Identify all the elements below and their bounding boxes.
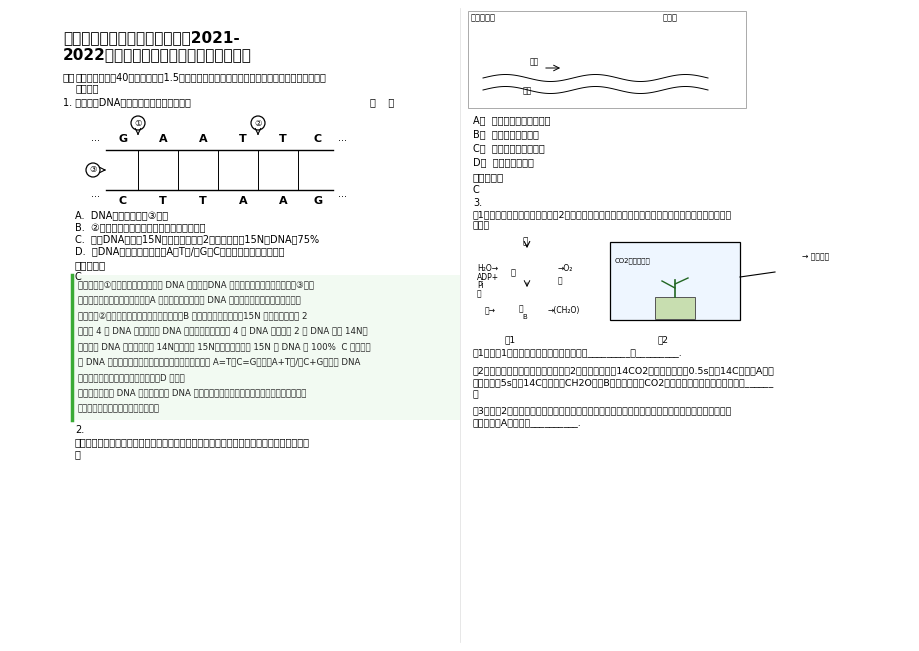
Text: G: G	[119, 134, 128, 144]
Text: 求的。）: 求的。）	[76, 83, 99, 93]
Text: Pi: Pi	[476, 281, 483, 290]
Text: 1. 关于如图DNA分子片段的说法不正确的是: 1. 关于如图DNA分子片段的说法不正确的是	[62, 97, 190, 107]
Text: 另外两个 DNA 分子，一半含 14N，一半含 15N。所以子代中含 15N 的 DNA 为 100%  C 错误。双: 另外两个 DNA 分子，一半含 14N，一半含 15N。所以子代中含 15N 的…	[78, 342, 370, 351]
Text: 能: 能	[75, 449, 81, 459]
Text: ···: ···	[337, 136, 346, 146]
Text: A: A	[278, 196, 287, 206]
Text: 一、: 一、	[62, 72, 75, 82]
Text: C: C	[472, 185, 479, 195]
Text: →(CH₂O): →(CH₂O)	[548, 306, 580, 315]
Text: T: T	[278, 134, 287, 144]
Text: 图1: 图1	[505, 335, 516, 344]
Bar	[609, 242, 739, 320]
Text: C: C	[75, 272, 82, 282]
Text: T: T	[239, 134, 246, 144]
Text: 乙: 乙	[558, 276, 562, 285]
Text: B: B	[521, 314, 527, 320]
Text: 湖南省益阳市教育学院附属中学2021-: 湖南省益阳市教育学院附属中学2021-	[62, 30, 240, 45]
Text: 换，所以②处碱基对的缺失将导致基因突变；B 正确。将此基因放在含15N 的培养液中复制 2: 换，所以②处碱基对的缺失将导致基因突变；B 正确。将此基因放在含15N 的培养液…	[78, 311, 307, 320]
Text: 试题分析：①部位是磷酸二酯键，是 DNA 聚合酶、DNA 连接酶和限制酶的作用位点。③部位: 试题分析：①部位是磷酸二酯键，是 DNA 聚合酶、DNA 连接酶和限制酶的作用位…	[78, 280, 313, 289]
Text: 参考答案：: 参考答案：	[75, 260, 106, 270]
Text: 链 DNA 分子中的碱基配对遵循碱基互补配对原则，即 A=T、C=G，则（A+T）/（C+G）不同 DNA: 链 DNA 分子中的碱基配对遵循碱基互补配对原则，即 A=T、C=G，则（A+T…	[78, 357, 360, 367]
Circle shape	[663, 55, 671, 64]
Text: C: C	[313, 134, 322, 144]
Text: D．  促进物质的运输: D． 促进物质的运输	[472, 157, 533, 167]
Circle shape	[503, 45, 522, 65]
Text: 作为系统的边界，细胞膜在细胞的生命活动中有多种功能。下图主要表示了细胞膜的何种功: 作为系统的边界，细胞膜在细胞的生命活动中有多种功能。下图主要表示了细胞膜的何种功	[75, 437, 310, 447]
Text: （1）由图1可知，甲、乙分别代表的物质是_________，_________.: （1）由图1可知，甲、乙分别代表的物质是_________，_________.	[472, 348, 682, 357]
Text: 3.: 3.	[472, 198, 482, 208]
Text: A.  DNA解旋酶作用于③部位: A. DNA解旋酶作用于③部位	[75, 210, 168, 220]
Text: 酶: 酶	[518, 304, 523, 313]
Text: （3）将图2所示的装置放在适宜温度和黑暗条件下一段时间后，再移至适宜温度和适宜光照条件下，: （3）将图2所示的装置放在适宜温度和黑暗条件下一段时间后，再移至适宜温度和适宜光…	[472, 406, 732, 415]
Text: 甲: 甲	[476, 289, 482, 298]
Text: ②: ②	[254, 118, 262, 128]
Text: CO2浓度变化仪: CO2浓度变化仪	[614, 257, 650, 264]
Text: 2022学年高三生物下学期期末试卷含解析: 2022学年高三生物下学期期末试卷含解析	[62, 47, 252, 62]
Bar	[654, 297, 694, 319]
Text: C: C	[119, 196, 127, 206]
Ellipse shape	[482, 29, 542, 81]
Text: 内分泌细胞: 内分泌细胞	[471, 13, 495, 22]
Text: ···: ···	[91, 136, 100, 146]
Text: 代得到 4 个 DNA 分子，根据 DNA 半保留复制特点，这 4 个 DNA 分子中有 2 个 DNA 只含 14N，: 代得到 4 个 DNA 分子，根据 DNA 半保留复制特点，这 4 个 DNA …	[78, 327, 368, 335]
Text: ···: ···	[91, 192, 100, 202]
Text: D.  该DNA的特异性表现在（A＋T）/（G＋C）的比例及其排列顺序上: D. 该DNA的特异性表现在（A＋T）/（G＋C）的比例及其排列顺序上	[75, 246, 284, 256]
Text: ADP+: ADP+	[476, 273, 499, 282]
Text: →O₂: →O₂	[558, 264, 573, 273]
Text: A: A	[238, 196, 247, 206]
Text: 。: 。	[472, 390, 478, 399]
Bar	[468, 11, 745, 108]
Text: 甲→: 甲→	[484, 306, 495, 315]
Ellipse shape	[491, 256, 562, 292]
Text: 激素: 激素	[529, 57, 539, 66]
Text: 分子比值不同，体现基因的特异性；D 正确。: 分子比值不同，体现基因的特异性；D 正确。	[78, 373, 185, 382]
Text: 图1是番茄光合作用过程图解，图2是在密闭、透明的玻璃小室中培养番茄幼苗的实验装置。回答下列: 图1是番茄光合作用过程图解，图2是在密闭、透明的玻璃小室中培养番茄幼苗的实验装置…	[472, 210, 732, 219]
Text: T: T	[199, 196, 207, 206]
Text: 是氢键，是解旋酶的作用位点；A 正确。基因突变是指 DNA 分子中碱基对的缺少、增添或替: 是氢键，是解旋酶的作用位点；A 正确。基因突变是指 DNA 分子中碱基对的缺少、…	[78, 296, 301, 305]
Text: 光: 光	[522, 237, 528, 246]
Text: ···: ···	[337, 192, 346, 202]
Text: T: T	[159, 196, 166, 206]
Circle shape	[506, 290, 547, 330]
Text: G: G	[313, 196, 323, 206]
Text: （    ）: （ ）	[369, 97, 394, 107]
Text: B.  ②处的碱基缺失不会导致染色体结构的变异: B. ②处的碱基缺失不会导致染色体结构的变异	[75, 222, 205, 232]
Text: C．  进行细胞间信息交流: C． 进行细胞间信息交流	[472, 143, 544, 153]
Text: 2.: 2.	[75, 425, 85, 435]
Text: 膜: 膜	[510, 268, 516, 277]
Text: A: A	[158, 134, 167, 144]
Text: 靶细胞: 靶细胞	[663, 13, 677, 22]
Text: 考点：本题结合 DNA 结构图，考查 DNA 的相关知识，意在考查考生的识图能力、识记能力: 考点：本题结合 DNA 结构图，考查 DNA 的相关知识，意在考查考生的识图能力…	[78, 389, 306, 398]
Text: C.  把此DNA放在含15N的培养液中复制2代，子代中含15N的DNA占75%: C. 把此DNA放在含15N的培养液中复制2代，子代中含15N的DNA占75%	[75, 234, 319, 244]
Text: ①: ①	[134, 118, 142, 128]
Text: 选择题（本题共40小题，每小题1.5分。在每小题给出的四个选项中，只有一项是符合题目要: 选择题（本题共40小题，每小题1.5分。在每小题给出的四个选项中，只有一项是符合…	[76, 72, 326, 82]
Text: ③: ③	[89, 165, 96, 174]
Text: 血管: 血管	[522, 86, 532, 95]
Text: 图2: 图2	[657, 335, 668, 344]
Text: A．  将细胞与外界环境分开: A． 将细胞与外界环境分开	[472, 115, 550, 125]
Ellipse shape	[666, 29, 724, 81]
Text: 参考答案：: 参考答案：	[472, 172, 504, 182]
Text: 问题。: 问题。	[472, 221, 490, 230]
Text: 和理解应用能力。属于中等难度题。: 和理解应用能力。属于中等难度题。	[78, 404, 160, 413]
Text: → 有色液滴: → 有色液滴	[801, 252, 828, 261]
Circle shape	[770, 251, 798, 279]
Text: 则叶绿体内A的含量将__________.: 则叶绿体内A的含量将__________.	[472, 418, 581, 427]
Text: H₂O→: H₂O→	[476, 264, 497, 273]
Text: 反应进行到5s时，14C出现在（CH2O）和B中。这种探究CO2中碳的转移路径的实验方法称为______: 反应进行到5s时，14C出现在（CH2O）和B中。这种探究CO2中碳的转移路径的…	[472, 378, 774, 387]
Circle shape	[663, 46, 671, 55]
Text: （2）在适宜温度和光照条件下，向图2所示的装置通入14CO2。当反应进行到0.5s时，14C出现在A中；: （2）在适宜温度和光照条件下，向图2所示的装置通入14CO2。当反应进行到0.5…	[472, 366, 774, 375]
Circle shape	[666, 38, 675, 46]
Text: A: A	[199, 134, 207, 144]
Bar	[72, 275, 460, 420]
Text: B．  控制物质进出细胞: B． 控制物质进出细胞	[472, 129, 539, 139]
